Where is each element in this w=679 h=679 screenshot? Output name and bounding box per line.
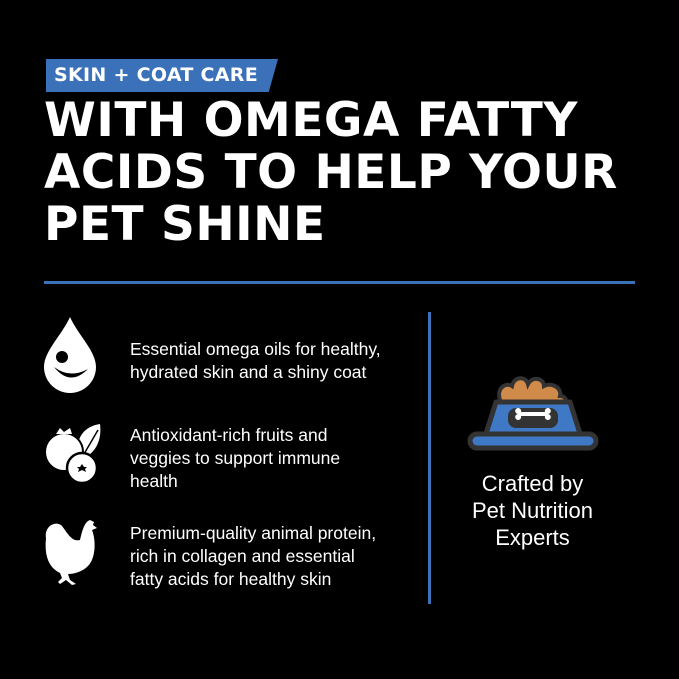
- horizontal-divider: [44, 281, 635, 284]
- chicken-icon: [45, 520, 97, 585]
- headline-line: ACIDS TO HELP YOUR: [44, 145, 618, 200]
- feature-text-line: Essential omega oils for healthy,: [130, 339, 381, 359]
- crafted-by-experts: Crafted by Pet Nutrition Experts: [440, 470, 625, 551]
- feature-text-line: rich in collagen and essential: [130, 546, 355, 566]
- feature-text-line: hydrated skin and a shiny coat: [130, 362, 367, 382]
- feature-text-line: fatty acids for healthy skin: [130, 569, 332, 589]
- badge-label: SKIN + COAT CARE: [54, 64, 258, 86]
- crafted-text-line: Experts: [495, 525, 570, 550]
- vertical-divider: [428, 312, 431, 604]
- headline-line: WITH OMEGA FATTY: [44, 93, 578, 148]
- category-badge: SKIN + COAT CARE: [46, 59, 278, 92]
- feature-protein: Premium-quality animal protein, rich in …: [130, 522, 420, 591]
- headline: WITH OMEGA FATTY ACIDS TO HELP YOUR PET …: [44, 95, 664, 251]
- crafted-text-line: Crafted by: [481, 471, 584, 496]
- water-drop-smile-icon: [44, 317, 96, 393]
- headline-line: PET SHINE: [44, 197, 326, 252]
- feature-text-line: health: [130, 471, 178, 491]
- pet-food-bowl-icon: [467, 376, 599, 451]
- feature-text-line: Premium-quality animal protein,: [130, 523, 377, 543]
- feature-antioxidants: Antioxidant-rich fruits and veggies to s…: [130, 424, 420, 493]
- fruits-veggies-icon: [44, 424, 101, 484]
- crafted-text-line: Pet Nutrition: [471, 498, 594, 523]
- feature-text-line: veggies to support immune: [130, 448, 341, 468]
- feature-text-line: Antioxidant-rich fruits and: [130, 425, 328, 445]
- feature-omega: Essential omega oils for healthy, hydrat…: [130, 338, 420, 384]
